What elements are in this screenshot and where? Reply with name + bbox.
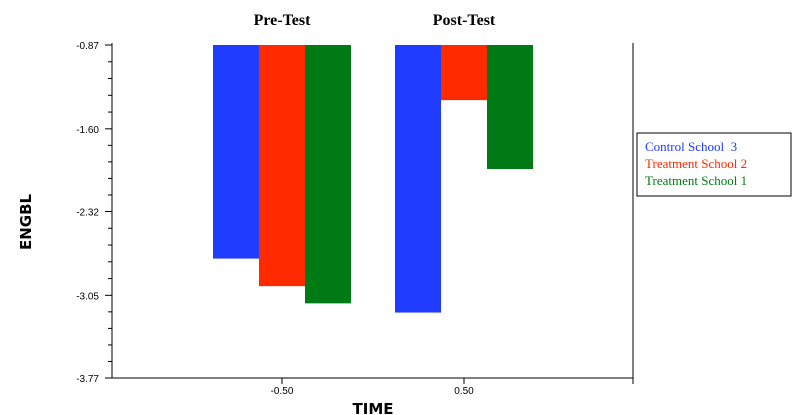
bar xyxy=(259,45,305,287)
y-tick-label: -2.32 xyxy=(76,208,99,219)
legend: Control School 3 Treatment School 2 Treatm… xyxy=(636,132,792,197)
y-ticks: -0.87 -1.60 -2.32 -3.05 -3.77 xyxy=(76,41,112,385)
legend-box xyxy=(636,132,792,197)
legend-entry: Treatment School 2 xyxy=(645,156,747,171)
group-title: Pre-Test xyxy=(254,12,312,29)
bar xyxy=(213,45,259,259)
y-axis-title: ENGBL xyxy=(17,194,35,251)
y-tick-label: -1.60 xyxy=(76,125,99,136)
x-tick-label: 0.50 xyxy=(454,386,474,397)
x-axis-title: TIME xyxy=(353,400,394,415)
y-tick-label: -3.05 xyxy=(76,291,99,302)
legend-entry: Treatment School 1 xyxy=(645,173,747,188)
bar xyxy=(395,45,441,313)
bar xyxy=(441,45,487,101)
y-tick-label: -3.77 xyxy=(76,374,99,385)
plot-frame xyxy=(111,43,634,379)
bar xyxy=(487,45,533,170)
x-tick-label: -0.50 xyxy=(271,386,294,397)
y-tick-label: -0.87 xyxy=(76,41,99,52)
group-titles: Pre-Test Post-Test xyxy=(254,12,496,29)
bar xyxy=(305,45,351,304)
bars xyxy=(213,45,533,313)
legend-entry: Control School 3 xyxy=(645,139,737,154)
y-minor-ticks xyxy=(108,61,112,362)
x-ticks: -0.50 0.50 xyxy=(271,378,634,397)
group-title: Post-Test xyxy=(433,12,496,29)
